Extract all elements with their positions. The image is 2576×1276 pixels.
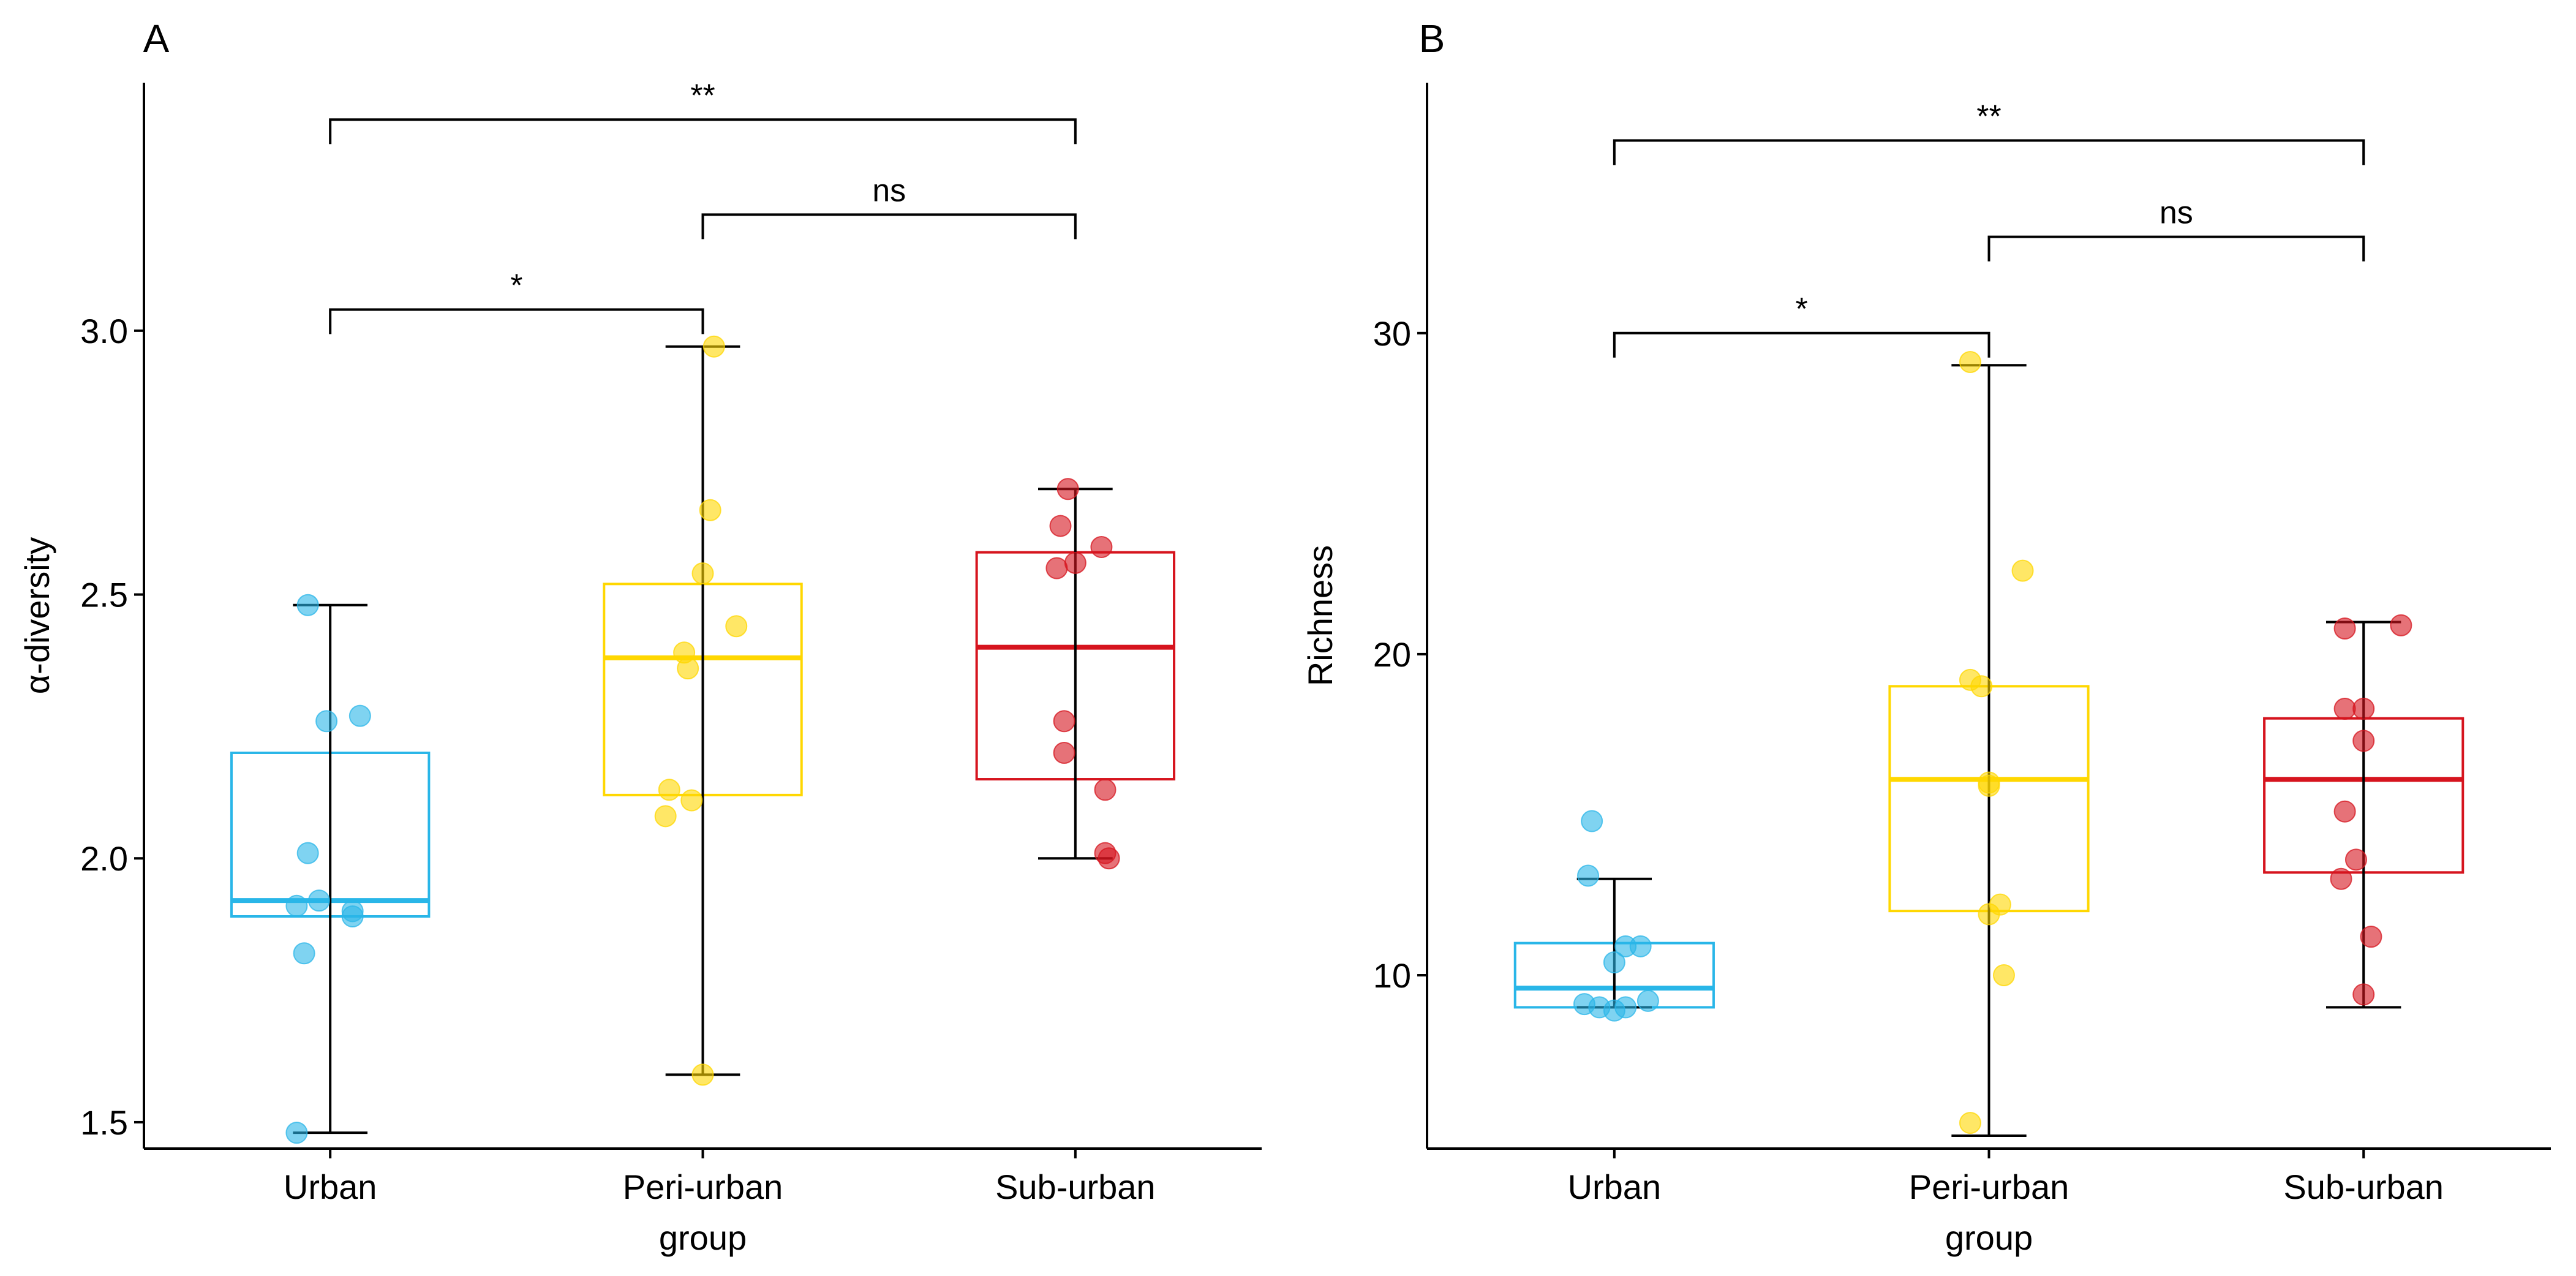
data-point-urban	[296, 842, 319, 864]
y-axis-title: Richness	[1301, 545, 1339, 686]
significance-bracket: ns	[1987, 195, 2365, 262]
data-point-peri-urban	[702, 335, 725, 358]
significance-label: *	[510, 268, 522, 303]
y-tick-label: 30	[1373, 314, 1411, 353]
data-point-sub-urban	[2352, 983, 2375, 1006]
data-point-sub-urban	[1094, 779, 1117, 801]
data-point-urban	[293, 942, 315, 965]
data-point-peri-urban	[691, 1063, 714, 1086]
data-point-peri-urban	[1992, 964, 2015, 986]
significance-bracket: *	[329, 268, 704, 334]
panel-a: A 1.5 2.0 2.5 3.0 Urban Peri-urban Sub-urban gro…	[18, 17, 1262, 1257]
significance-bracket: *	[1613, 292, 1990, 358]
data-point-sub-urban	[1045, 557, 1068, 579]
significance-label: *	[1796, 292, 1808, 327]
data-point-urban	[348, 704, 371, 727]
y-tick-label: 2.0	[80, 839, 128, 878]
significance-line	[1613, 331, 1990, 358]
y-tick-label: 3.0	[80, 312, 128, 350]
data-point-sub-urban	[2344, 848, 2367, 871]
significance-line	[329, 118, 1077, 145]
data-point-sub-urban	[2352, 730, 2375, 752]
data-point-urban	[1629, 935, 1652, 957]
data-point-urban	[296, 594, 319, 616]
data-point-peri-urban	[677, 657, 699, 680]
y-axis-title: α-diversity	[18, 537, 56, 694]
x-axis-title: group	[1945, 1218, 2033, 1257]
panel-label: B	[1419, 17, 1445, 61]
data-point-sub-urban	[2330, 867, 2352, 890]
significance-line	[1987, 235, 2365, 262]
data-point-peri-urban	[699, 499, 721, 521]
significance-label: ns	[2160, 195, 2193, 231]
data-point-peri-urban	[725, 615, 748, 638]
data-point-peri-urban	[691, 562, 714, 585]
data-point-sub-urban	[1053, 741, 1075, 764]
data-point-peri-urban	[1959, 350, 1981, 373]
panel-label: A	[143, 17, 170, 61]
significance-line	[329, 308, 704, 334]
data-point-sub-urban	[2333, 697, 2356, 720]
data-point-sub-urban	[2352, 697, 2375, 720]
data-point-urban	[341, 905, 364, 927]
data-point-peri-urban	[1970, 675, 1993, 698]
y-tick-label: 20	[1373, 635, 1411, 674]
data-point-urban	[307, 889, 330, 912]
box-urban	[230, 603, 431, 1134]
significance-line	[1613, 139, 2365, 165]
data-point-peri-urban	[2011, 559, 2034, 582]
y-tick-label: 1.5	[80, 1103, 128, 1142]
data-point-urban	[1636, 989, 1659, 1012]
significance-bracket: **	[329, 78, 1077, 145]
data-point-sub-urban	[2333, 800, 2356, 823]
significance-line	[701, 213, 1077, 240]
y-tick-label: 2.5	[80, 576, 128, 614]
data-point-urban	[285, 1122, 308, 1144]
significance-label: **	[1976, 99, 2001, 134]
data-point-sub-urban	[1064, 551, 1087, 574]
data-point-sub-urban	[1090, 536, 1113, 559]
data-point-peri-urban	[1978, 903, 2000, 926]
data-point-peri-urban	[658, 779, 680, 801]
data-point-urban	[315, 710, 338, 733]
x-tick-label-peri-urban: Peri-urban	[623, 1168, 783, 1206]
data-point-peri-urban	[680, 789, 703, 812]
x-tick-label-peri-urban: Peri-urban	[1909, 1168, 2069, 1206]
panel-b: B 10 20 30 Urban Peri-urban Sub-urban group Rich…	[1301, 17, 2551, 1257]
x-tick-label-urban: Urban	[1568, 1168, 1662, 1206]
y-tick-label: 10	[1373, 956, 1411, 995]
data-point-urban	[1581, 810, 1603, 832]
data-point-sub-urban	[1049, 515, 1072, 537]
data-point-sub-urban	[1056, 478, 1079, 500]
data-point-sub-urban	[2360, 926, 2382, 948]
data-point-peri-urban	[1978, 774, 2000, 797]
data-point-urban	[1603, 951, 1625, 974]
data-point-sub-urban	[2333, 617, 2356, 640]
x-tick-label-urban: Urban	[284, 1168, 377, 1206]
x-axis-title: group	[659, 1218, 747, 1257]
x-tick-label-sub-urban: Sub-urban	[2283, 1168, 2444, 1206]
significance-bracket: **	[1613, 99, 2365, 165]
significance-bracket: ns	[701, 173, 1077, 240]
significance-label: **	[690, 78, 715, 113]
x-tick-label-sub-urban: Sub-urban	[995, 1168, 1156, 1206]
data-point-sub-urban	[2390, 614, 2412, 636]
data-point-peri-urban	[1959, 1112, 1981, 1134]
data-point-urban	[285, 894, 308, 917]
data-point-peri-urban	[654, 805, 677, 828]
data-point-sub-urban	[1053, 710, 1075, 733]
data-point-sub-urban	[1098, 847, 1120, 870]
data-point-urban	[1577, 864, 1600, 887]
significance-label: ns	[872, 173, 906, 208]
data-point-urban	[1603, 999, 1625, 1022]
